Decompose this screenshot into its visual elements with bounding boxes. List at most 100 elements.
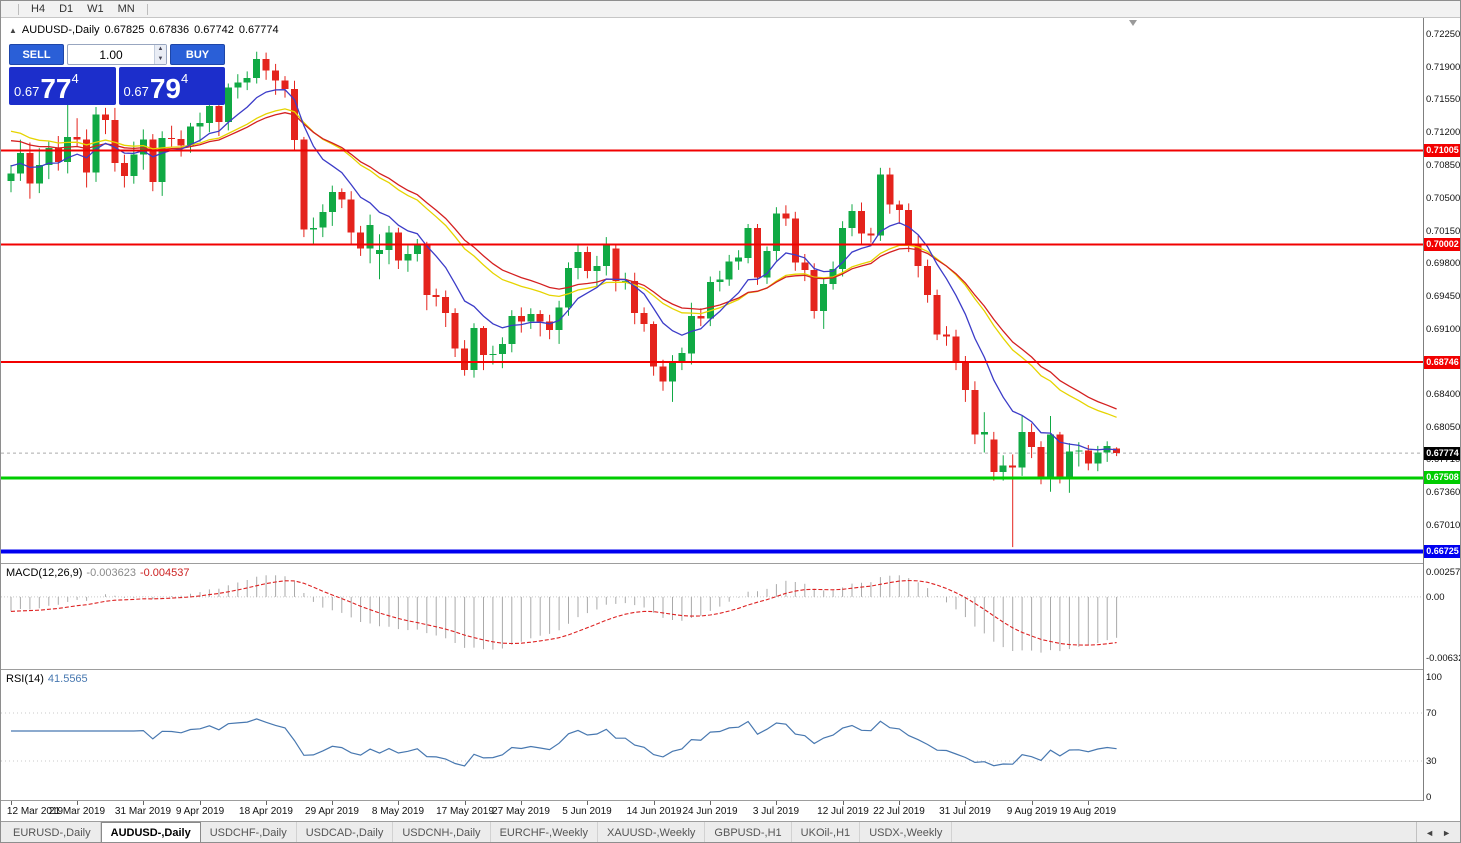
quote-open: 0.67825 (104, 24, 145, 36)
volume-up-icon[interactable]: ▲ (155, 45, 166, 55)
macd-canvas[interactable] (1, 564, 1423, 669)
tabs-scroll-right-button[interactable]: ► (1442, 828, 1451, 838)
buy-button[interactable]: BUY (170, 44, 225, 65)
chart-bottom-frame (1, 800, 1460, 801)
time-axis-label: 27 May 2019 (492, 806, 550, 817)
rsi-axis-label: 30 (1426, 756, 1437, 767)
time-axis-label: 17 May 2019 (436, 806, 494, 817)
price-level-badge: 0.68746 (1424, 356, 1460, 369)
chart-tab-usdcad-daily[interactable]: USDCAD-,Daily (297, 822, 394, 842)
chart-shift-marker[interactable] (1129, 20, 1137, 26)
current-price-badge: 0.67774 (1424, 447, 1460, 460)
quote-close: 0.67774 (238, 24, 279, 36)
chart-tab-usdcnh-daily[interactable]: USDCNH-,Daily (393, 822, 491, 842)
timeframe-button-d1[interactable]: D1 (59, 2, 74, 15)
panel-separator[interactable] (1, 669, 1460, 670)
buy-price-point: 4 (180, 71, 189, 86)
time-axis-label: 5 Jun 2019 (562, 806, 612, 817)
toolbar-separator (18, 3, 19, 15)
price-level-badge: 0.71005 (1424, 144, 1460, 157)
time-axis-tick (11, 801, 12, 805)
chart-tab-usdchf-daily[interactable]: USDCHF-,Daily (201, 822, 297, 842)
chart-tab-eurusd-daily[interactable]: EURUSD-,Daily (4, 822, 101, 842)
price-axis-label: 0.69800 (1426, 258, 1461, 269)
chart-quote-header: ▲ AUDUSD-,Daily 0.67825 0.67836 0.67742 … (9, 24, 279, 36)
price-axis-label: 0.67010 (1426, 520, 1461, 531)
volume-input[interactable] (68, 45, 166, 64)
price-axis-label: 0.68400 (1426, 389, 1461, 400)
chart-tabs-bar: EURUSD-,Daily AUDUSD-,Daily USDCHF-,Daily U… (1, 821, 1460, 842)
price-axis-label: 0.70850 (1426, 160, 1461, 171)
price-level-badge: 0.66725 (1424, 545, 1460, 558)
time-axis-tick (266, 801, 267, 805)
time-axis-tick (332, 801, 333, 805)
time-axis-tick (77, 801, 78, 805)
timeframe-button-w1[interactable]: W1 (87, 2, 104, 15)
time-axis-label: 3 Jul 2019 (752, 806, 800, 817)
price-level-badge: 0.67508 (1424, 471, 1460, 484)
volume-stepper[interactable]: ▲ ▼ (67, 44, 167, 65)
chart-symbol-period: AUDUSD-,Daily (21, 24, 100, 36)
time-axis-label: 22 Jul 2019 (873, 806, 925, 817)
chart-tabs-list: EURUSD-,Daily AUDUSD-,Daily USDCHF-,Daily U… (4, 822, 953, 842)
rsi-value: 41.5565 (47, 673, 88, 685)
one-click-trade-panel: SELL ▲ ▼ BUY 0.67 77 4 0.67 79 4 (9, 44, 225, 105)
buy-price-display[interactable]: 0.67 79 4 (118, 67, 225, 105)
timeframe-toolbar: H4 D1 W1 MN (1, 1, 1460, 18)
time-axis-label: 31 Mar 2019 (114, 806, 172, 817)
time-axis-tick (143, 801, 144, 805)
time-axis-label: 12 Jul 2019 (817, 806, 869, 817)
timeframe-button-mn[interactable]: MN (117, 2, 135, 15)
volume-spin-buttons: ▲ ▼ (154, 45, 166, 64)
time-axis-label: 29 Apr 2019 (305, 806, 359, 817)
time-axis[interactable]: 12 Mar 2019 21 Mar 2019 31 Mar 2019 9 Apr 2… (1, 801, 1423, 821)
price-axis-label: 0.69450 (1426, 291, 1461, 302)
price-axis-label: 0.71200 (1426, 127, 1461, 138)
price-level-badge: 0.70002 (1424, 238, 1460, 251)
time-axis-tick (200, 801, 201, 805)
price-axis-label: 0.72250 (1426, 29, 1461, 40)
price-axis-label: 0.71900 (1426, 62, 1461, 73)
timeframe-button-h4[interactable]: H4 (31, 2, 46, 15)
macd-signal-value: -0.004537 (139, 567, 190, 579)
rsi-axis-label: 0 (1426, 792, 1432, 803)
macd-name: MACD(12,26,9) (6, 567, 83, 579)
price-axis-label: 0.70150 (1426, 226, 1461, 237)
macd-axis-label: 0.00 (1426, 592, 1445, 603)
rsi-name: RSI(14) (6, 673, 44, 685)
chart-tab-usdx-weekly[interactable]: USDX-,Weekly (860, 822, 953, 842)
tabs-scroll-controls: ◄ ► (1416, 822, 1459, 842)
rsi-canvas[interactable] (1, 670, 1423, 800)
chart-tab-xauusd-weekly[interactable]: XAUUSD-,Weekly (598, 822, 706, 842)
price-axis[interactable]: 0.72250 0.71900 0.71550 0.71200 0.70850 0.705… (1423, 18, 1461, 803)
time-axis-label: 9 Aug 2019 (1006, 806, 1058, 817)
chart-tab-audusd-daily[interactable]: AUDUSD-,Daily (100, 822, 201, 842)
chart-tab-eurchf-weekly[interactable]: EURCHF-,Weekly (491, 822, 598, 842)
time-axis-tick (776, 801, 777, 805)
volume-down-icon[interactable]: ▼ (155, 54, 166, 64)
time-axis-label: 9 Apr 2019 (175, 806, 225, 817)
panel-separator[interactable] (1, 563, 1460, 564)
time-axis-label: 8 May 2019 (371, 806, 425, 817)
price-axis-label: 0.69100 (1426, 324, 1461, 335)
sell-button[interactable]: SELL (9, 44, 64, 65)
tabs-scroll-left-button[interactable]: ◄ (1425, 828, 1435, 838)
time-axis-tick (1032, 801, 1033, 805)
sell-price-display[interactable]: 0.67 77 4 (9, 67, 116, 105)
price-axis-label: 0.67360 (1426, 487, 1461, 498)
sell-price-prefix: 0.67 (14, 84, 40, 99)
chart-tab-ukoil-h1[interactable]: UKOil-,H1 (792, 822, 861, 842)
time-axis-tick (465, 801, 466, 805)
main-chart-canvas[interactable] (1, 18, 1423, 563)
time-axis-tick (710, 801, 711, 805)
one-click-toggle-icon[interactable]: ▲ (9, 25, 17, 35)
time-axis-label: 24 Jun 2019 (682, 806, 738, 817)
time-axis-tick (965, 801, 966, 805)
price-axis-label: 0.70500 (1426, 193, 1461, 204)
time-axis-tick (587, 801, 588, 805)
chart-tab-gbpusd-h1[interactable]: GBPUSD-,H1 (705, 822, 792, 842)
time-axis-tick (521, 801, 522, 805)
rsi-axis-label: 70 (1426, 708, 1437, 719)
time-axis-tick (843, 801, 844, 805)
